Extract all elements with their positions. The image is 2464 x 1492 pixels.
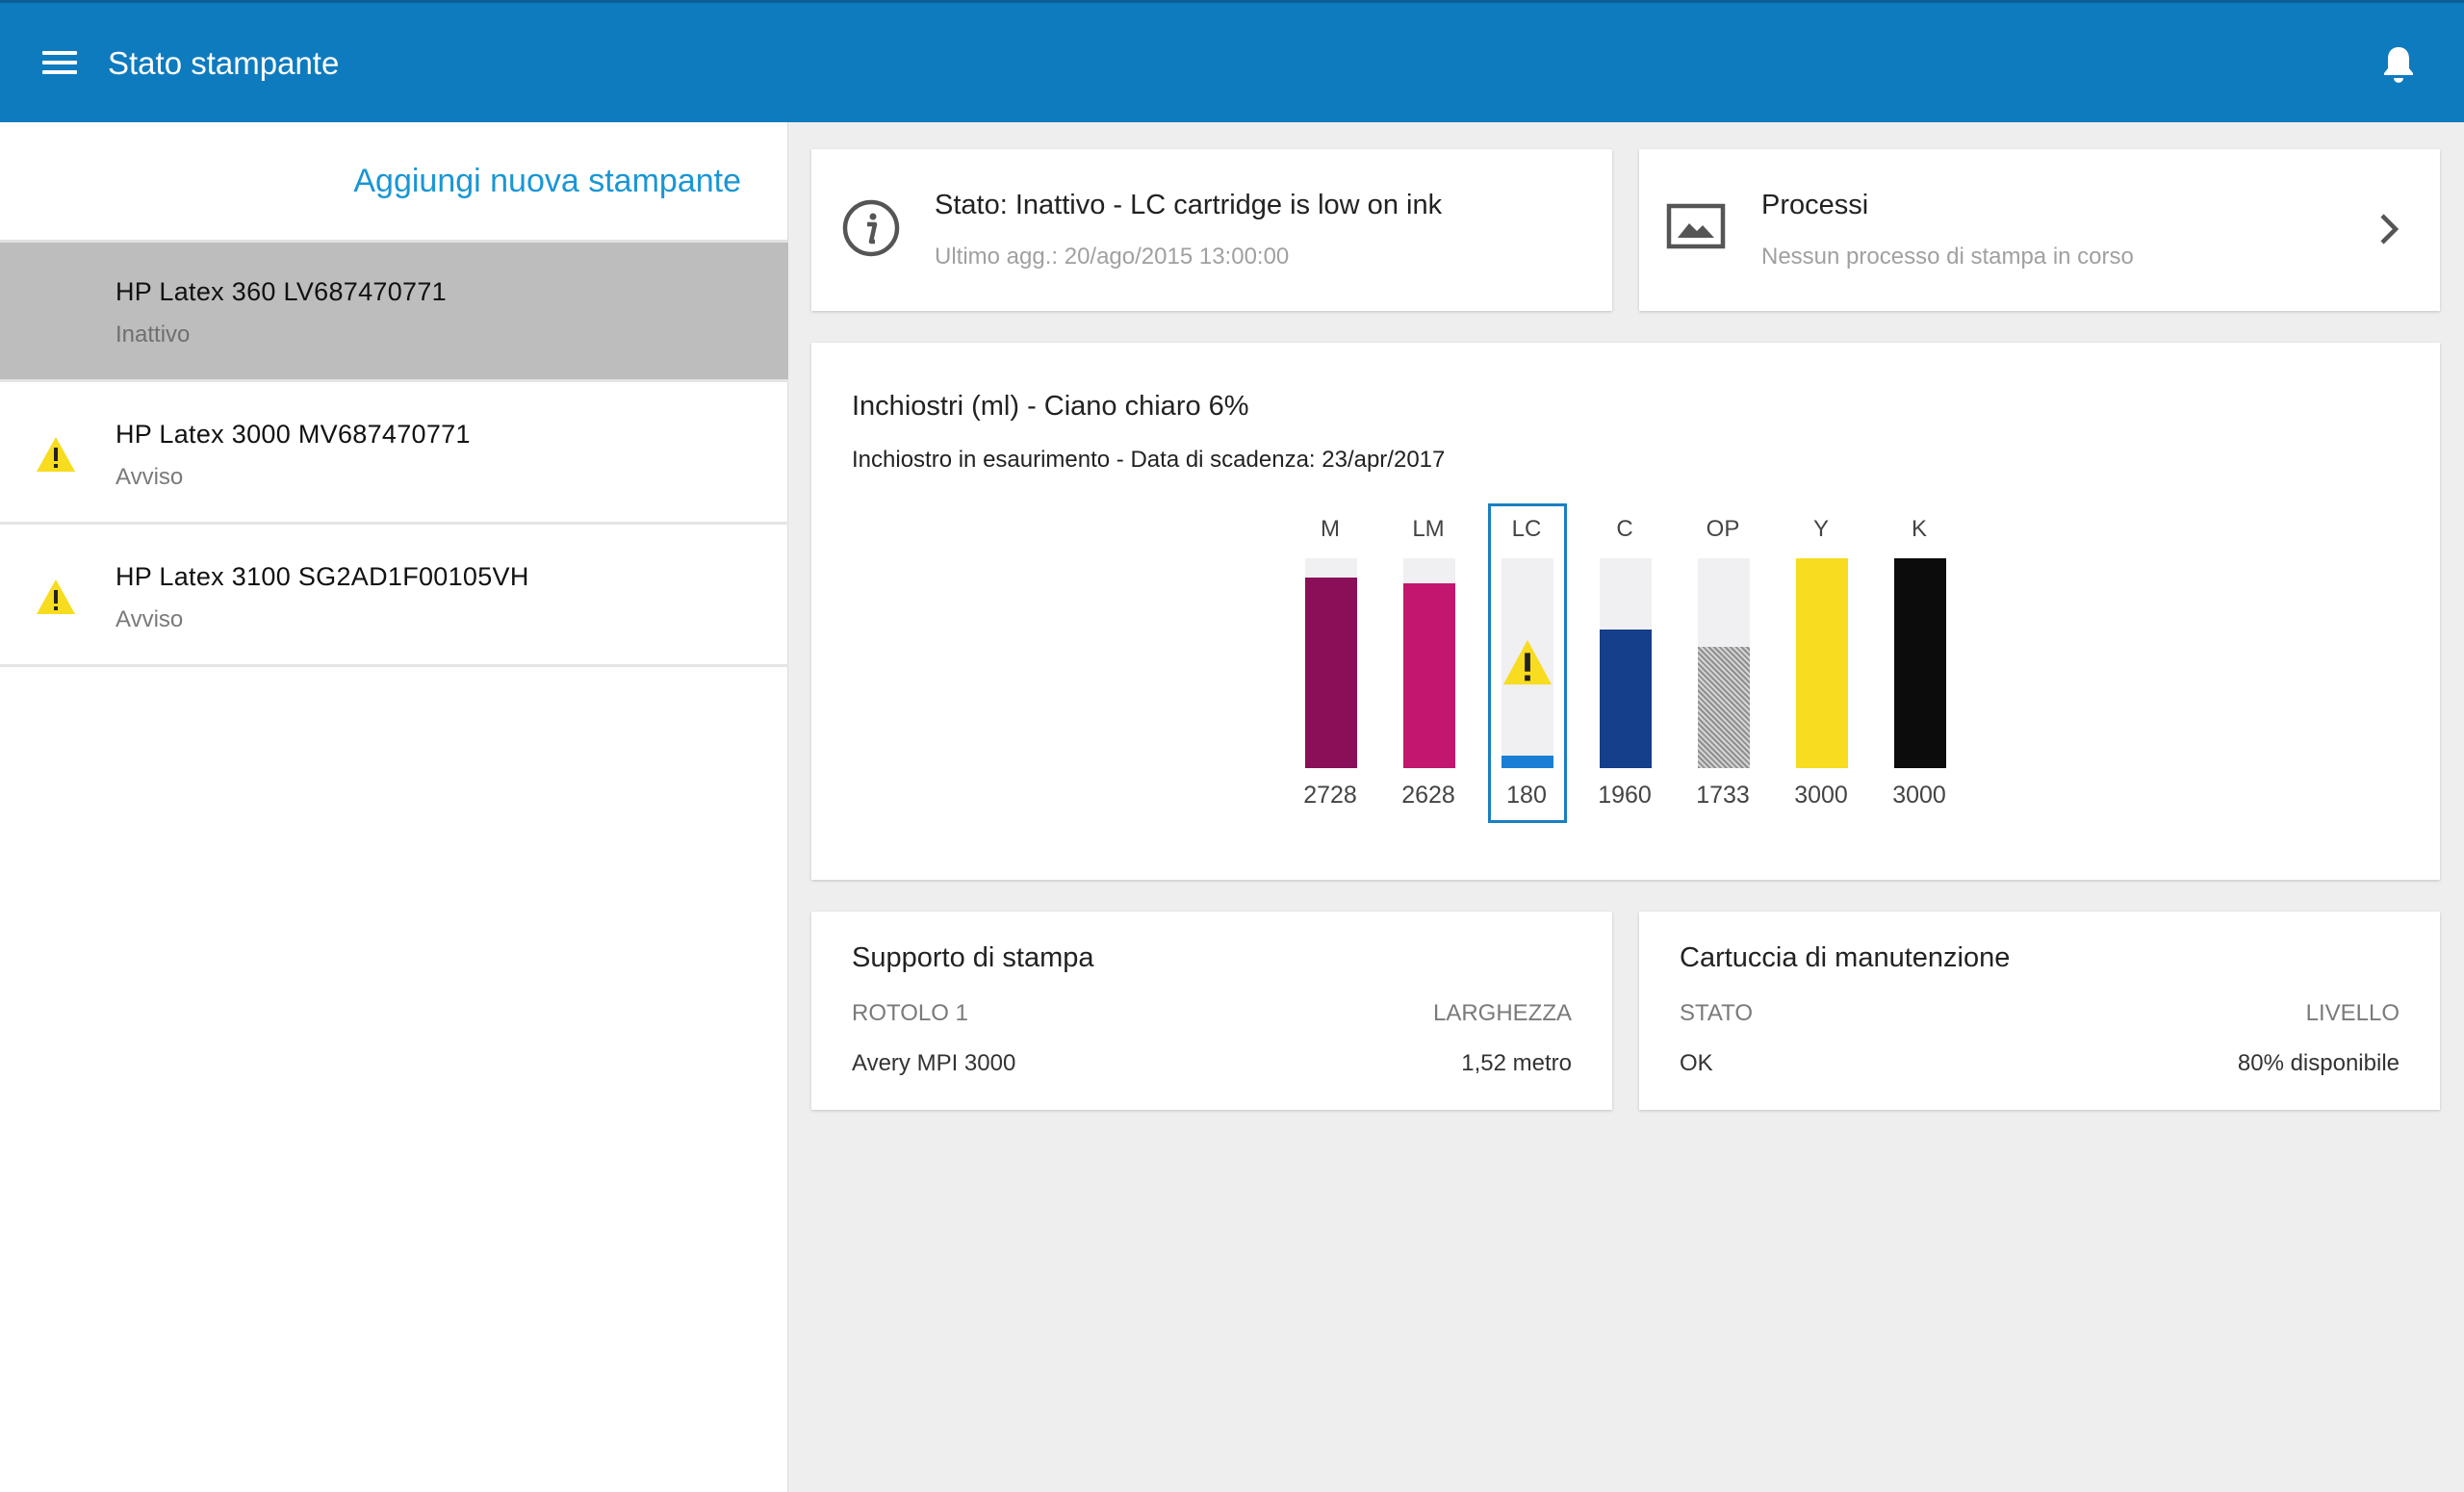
ink-selection-highlight[interactable] <box>1488 503 1567 823</box>
ink-label: M <box>1321 516 1340 542</box>
image-icon <box>1666 203 1726 249</box>
bell-icon[interactable] <box>2375 41 2422 88</box>
maintenance-cartridge-card: Cartuccia di manutenzione STATO LIVELLO … <box>1639 912 2440 1110</box>
ink-fill <box>1403 583 1455 768</box>
ink-value: 1960 <box>1598 782 1652 809</box>
ink-fill <box>1600 630 1652 768</box>
ink-bar <box>1502 558 1553 768</box>
printer-list-item[interactable]: HP Latex 3000 MV687470771 Avviso <box>0 385 788 525</box>
app-header: Stato stampante <box>0 0 2464 122</box>
width-label: LARGHEZZA <box>1432 1000 1572 1026</box>
info-icon <box>842 199 900 257</box>
state-value: OK <box>1680 1050 1713 1076</box>
ink-fill <box>1796 558 1848 768</box>
warning-icon <box>37 437 75 472</box>
ink-bar <box>1403 558 1455 768</box>
jobs-card[interactable]: Processi Nessun processo di stampa in co… <box>1639 149 2440 311</box>
ink-value: 2728 <box>1303 782 1357 809</box>
ink-label: OP <box>1706 516 1740 542</box>
printer-name: HP Latex 360 LV687470771 <box>116 277 447 306</box>
media-title: Supporto di stampa <box>852 942 1094 973</box>
ink-label: LM <box>1412 516 1445 542</box>
ink-value: 1733 <box>1696 782 1750 809</box>
chevron-right-icon[interactable] <box>2378 213 2400 245</box>
print-media-card: Supporto di stampa ROTOLO 1 LARGHEZZA Av… <box>811 912 1612 1110</box>
inks-title: Inchiostri (ml) - Ciano chiaro 6% <box>852 391 1249 422</box>
divider <box>0 240 787 243</box>
jobs-subtitle: Nessun processo di stampa in corso <box>1761 244 2134 270</box>
ink-bar <box>1894 558 1946 768</box>
hamburger-menu-icon[interactable] <box>38 45 85 80</box>
printer-list-sidebar: Aggiungi nuova stampante HP Latex 360 LV… <box>0 122 788 1492</box>
ink-value: 180 <box>1506 782 1547 809</box>
printer-status: Inattivo <box>116 322 191 347</box>
warning-icon <box>37 579 75 614</box>
printer-name: HP Latex 3000 MV687470771 <box>116 420 471 449</box>
inks-subtitle: Inchiostro in esaurimento - Data di scad… <box>852 447 1446 473</box>
printer-name: HP Latex 3100 SG2AD1F00105VH <box>116 562 529 591</box>
ink-label: LC <box>1511 516 1542 542</box>
printer-status: Avviso <box>116 606 184 632</box>
ink-label: K <box>1911 516 1927 542</box>
level-label: LIVELLO <box>2305 1000 2400 1026</box>
ink-value: 2628 <box>1401 782 1455 809</box>
ink-label: C <box>1616 516 1633 542</box>
ink-bar <box>1600 558 1652 768</box>
page-title: Stato stampante <box>108 45 340 81</box>
ink-fill <box>1305 578 1357 768</box>
ink-bar <box>1698 558 1750 768</box>
level-value: 80% disponibile <box>2237 1050 2400 1076</box>
maintenance-title: Cartuccia di manutenzione <box>1680 942 2011 973</box>
ink-label: Y <box>1812 516 1829 542</box>
ink-value: 3000 <box>1794 782 1848 809</box>
ink-value: 3000 <box>1892 782 1946 809</box>
printer-list-item[interactable]: HP Latex 360 LV687470771 Inattivo <box>0 243 788 382</box>
roll-value: Avery MPI 3000 <box>852 1050 1016 1076</box>
printer-status-card: Stato: Inattivo - LC cartridge is low on… <box>811 149 1612 311</box>
roll-label: ROTOLO 1 <box>852 1000 968 1026</box>
ink-bar <box>1305 558 1357 768</box>
state-label: STATO <box>1680 1000 1754 1026</box>
last-updated: Ultimo agg.: 20/ago/2015 13:00:00 <box>935 244 1290 270</box>
status-title: Stato: Inattivo - LC cartridge is low on… <box>935 190 1443 220</box>
jobs-title: Processi <box>1761 190 1869 220</box>
width-value: 1,52 metro <box>1461 1050 1572 1076</box>
ink-fill <box>1698 647 1750 768</box>
printer-status: Avviso <box>116 464 184 490</box>
ink-fill <box>1894 558 1946 768</box>
low-ink-warning-icon <box>1502 639 1553 685</box>
printer-list-item[interactable]: HP Latex 3100 SG2AD1F00105VH Avviso <box>0 527 788 667</box>
ink-bar <box>1796 558 1848 768</box>
ink-fill <box>1502 756 1553 768</box>
add-printer-link[interactable]: Aggiungi nuova stampante <box>353 163 741 199</box>
